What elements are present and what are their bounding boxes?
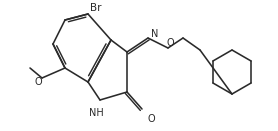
Text: Br: Br bbox=[90, 3, 101, 13]
Text: O: O bbox=[148, 114, 156, 124]
Text: O: O bbox=[34, 77, 42, 87]
Text: NH: NH bbox=[89, 108, 103, 118]
Text: O: O bbox=[166, 38, 174, 48]
Text: N: N bbox=[151, 29, 158, 39]
